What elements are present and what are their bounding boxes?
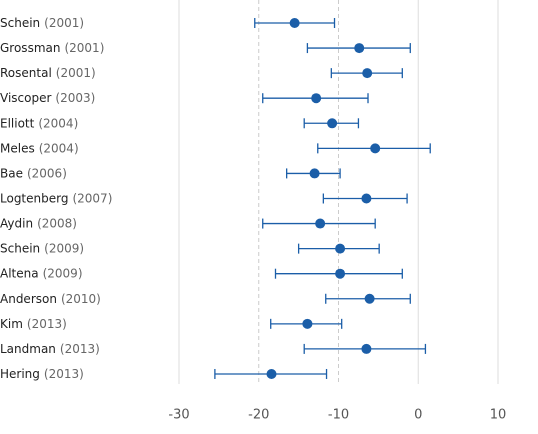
study-year: (2009) [43, 266, 83, 280]
x-tick-label: -30 [168, 408, 189, 423]
study-label: Landman (2013) [0, 341, 100, 355]
study-year: (2008) [37, 216, 77, 230]
study-year: (2004) [39, 141, 79, 155]
study-year: (2001) [44, 16, 84, 30]
study-label: Altena (2009) [0, 266, 83, 280]
study-year: (2010) [61, 291, 101, 305]
study-name: Viscoper [0, 91, 51, 105]
study-name: Landman [0, 341, 56, 355]
x-tick-label: -10 [328, 408, 349, 423]
point-estimate [309, 168, 320, 179]
study-name: Schein [0, 16, 40, 30]
point-estimate [302, 318, 313, 329]
study-label: Meles (2004) [0, 141, 79, 155]
point-estimate [354, 43, 365, 54]
study-year: (2006) [27, 166, 67, 180]
study-year: (2013) [27, 316, 67, 330]
study-name: Schein [0, 241, 40, 255]
point-estimate [311, 93, 322, 104]
study-year: (2001) [64, 41, 104, 55]
study-name: Logtenberg [0, 191, 68, 205]
study-label: Schein (2009) [0, 241, 84, 255]
study-year: (2003) [55, 91, 95, 105]
study-label: Anderson (2010) [0, 291, 101, 305]
study-name: Rosental [0, 66, 52, 80]
point-estimate [362, 68, 373, 79]
study-year: (2013) [60, 341, 100, 355]
study-label: Grossman (2001) [0, 41, 104, 55]
x-tick-label: 0 [414, 408, 422, 423]
study-label: Rosental (2001) [0, 66, 96, 80]
study-year: (2004) [38, 116, 78, 130]
study-label: Schein (2001) [0, 16, 84, 30]
point-estimate [335, 268, 346, 279]
study-year: (2007) [72, 191, 112, 205]
x-tick-label: -20 [248, 408, 269, 423]
study-name: Bae [0, 166, 23, 180]
study-name: Meles [0, 141, 35, 155]
study-name: Elliott [0, 116, 35, 130]
study-label: Logtenberg (2007) [0, 191, 112, 205]
study-year: (2001) [56, 66, 96, 80]
study-label: Kim (2013) [0, 316, 67, 330]
study-name: Anderson [0, 291, 57, 305]
study-label: Bae (2006) [0, 166, 67, 180]
study-name: Aydin [0, 216, 33, 230]
study-name: Hering [0, 366, 40, 380]
study-label: Hering (2013) [0, 366, 84, 380]
study-name: Altena [0, 266, 39, 280]
point-estimate [327, 118, 338, 129]
point-estimate [361, 193, 372, 204]
point-estimate [335, 243, 346, 254]
point-estimate [370, 143, 381, 154]
study-year: (2013) [44, 366, 84, 380]
study-year: (2009) [44, 241, 84, 255]
point-estimate [266, 368, 277, 379]
study-name: Kim [0, 316, 23, 330]
study-label: Aydin (2008) [0, 216, 77, 230]
study-label: Elliott (2004) [0, 116, 78, 130]
study-label: Viscoper (2003) [0, 91, 95, 105]
x-tick-label: 10 [490, 408, 507, 423]
point-estimate [361, 343, 372, 354]
point-estimate [364, 293, 375, 304]
point-estimate [315, 218, 326, 229]
point-estimate [289, 18, 300, 28]
study-name: Grossman [0, 41, 60, 55]
